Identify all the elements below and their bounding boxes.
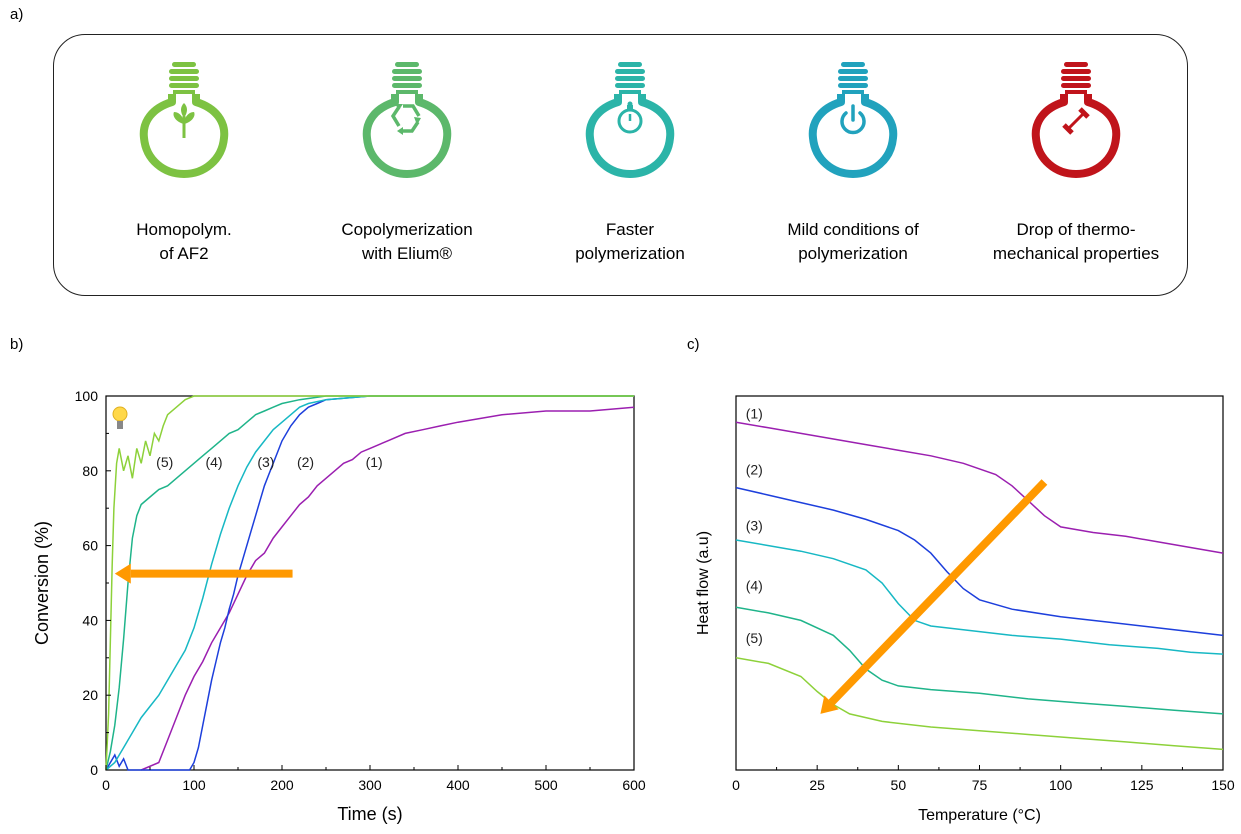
series-line — [140, 406, 635, 771]
features-panel — [53, 34, 1188, 296]
panel-label-b: b) — [10, 336, 24, 353]
lightbulb-icon — [362, 62, 452, 178]
y-tick-label: 0 — [90, 762, 98, 778]
series-label: (2) — [297, 454, 314, 470]
x-tick-label: 25 — [809, 777, 825, 793]
feature-caption-line: of AF2 — [159, 244, 209, 263]
panel-label-a: a) — [10, 6, 24, 23]
series-label: (3) — [257, 454, 274, 470]
x-tick-label: 600 — [622, 777, 646, 793]
trend-arrowhead — [820, 695, 839, 714]
x-tick-label: 125 — [1130, 777, 1154, 793]
feature-caption-line: Drop of thermo- — [1016, 220, 1136, 239]
y-tick-label: 100 — [75, 388, 99, 404]
conversion-chart: (1) (2) (3) (4) (5) 0 100 200 300 400 500 600 0 20 40 6… — [32, 388, 646, 824]
x-axis-label: Time (s) — [337, 804, 402, 824]
heat-flow-chart: (1) (2) (3) (4) (5) 0 25 50 75 100 125 150 Temperatu… — [695, 395, 1235, 824]
series-label: (5) — [156, 454, 173, 470]
series-line — [105, 395, 634, 771]
feature-caption-line: Homopolym. — [136, 220, 232, 239]
plot-frame — [735, 395, 1224, 771]
feature-caption: Drop of thermo-mechanical properties — [966, 218, 1186, 266]
x-tick-label: 50 — [891, 777, 907, 793]
series-line — [105, 395, 634, 771]
x-tick-label: 150 — [1211, 777, 1235, 793]
lightbulb-icon — [1031, 62, 1121, 178]
feature-caption-line: Copolymerization — [341, 220, 473, 239]
lightbulb-icon — [585, 62, 675, 178]
series-label: (5) — [746, 630, 763, 646]
x-tick-label: 400 — [446, 777, 470, 793]
y-tick-label: 40 — [82, 612, 98, 628]
series-line — [735, 539, 1224, 655]
feature-caption-line: with Elium® — [362, 244, 452, 263]
feature-caption-line: polymerization — [575, 244, 685, 263]
x-tick-label: 0 — [102, 777, 110, 793]
dumbbell-icon — [1062, 107, 1090, 135]
x-tick-label: 500 — [534, 777, 558, 793]
feature-caption: Faster polymerization — [520, 218, 740, 266]
series-label: (3) — [746, 518, 763, 534]
lightbulb-icon — [139, 62, 229, 178]
series-label: (4) — [205, 454, 222, 470]
series-line — [735, 657, 1224, 751]
x-axis-label: Temperature (°C) — [918, 807, 1041, 824]
series-line — [105, 395, 634, 771]
feature-caption-line: mechanical properties — [992, 244, 1160, 263]
series-label: (4) — [746, 577, 763, 593]
trend-arrow — [828, 479, 1048, 706]
y-axis-label: Heat flow (a.u) — [695, 531, 712, 635]
feature-caption-line: polymerization — [798, 244, 908, 263]
stopwatch-icon — [617, 101, 643, 134]
panel-label-c: c) — [687, 336, 700, 353]
lightbulb-icon — [112, 406, 128, 429]
recycle-icon — [390, 104, 421, 135]
y-axis-label: Conversion (%) — [32, 521, 52, 645]
feature-caption: Copolymerization with Elium® — [297, 218, 517, 266]
x-tick-label: 75 — [972, 777, 988, 793]
series-line — [105, 395, 634, 771]
feature-caption: Homopolym. of AF2 — [74, 218, 294, 266]
feature-caption: Mild conditions of polymerization — [743, 218, 963, 266]
series-label: (1) — [366, 454, 383, 470]
series-line — [735, 606, 1224, 715]
y-tick-label: 60 — [82, 538, 98, 554]
power-icon — [840, 104, 866, 135]
feature-caption-line: Mild conditions of — [787, 220, 919, 239]
x-tick-label: 200 — [270, 777, 294, 793]
x-tick-label: 0 — [732, 777, 740, 793]
x-tick-label: 300 — [358, 777, 382, 793]
sprout-icon — [173, 103, 195, 138]
trend-arrowhead — [114, 563, 131, 584]
x-tick-label: 100 — [182, 777, 206, 793]
feature-caption-line: Faster — [605, 220, 655, 239]
plot-frame — [105, 395, 635, 771]
y-tick-label: 80 — [82, 463, 98, 479]
series-line — [735, 421, 1224, 554]
lightbulb-icon — [808, 62, 898, 178]
series-line — [735, 486, 1224, 637]
series-label: (2) — [746, 462, 763, 478]
y-tick-label: 20 — [82, 687, 98, 703]
series-label: (1) — [746, 405, 763, 421]
x-tick-label: 100 — [1049, 777, 1073, 793]
